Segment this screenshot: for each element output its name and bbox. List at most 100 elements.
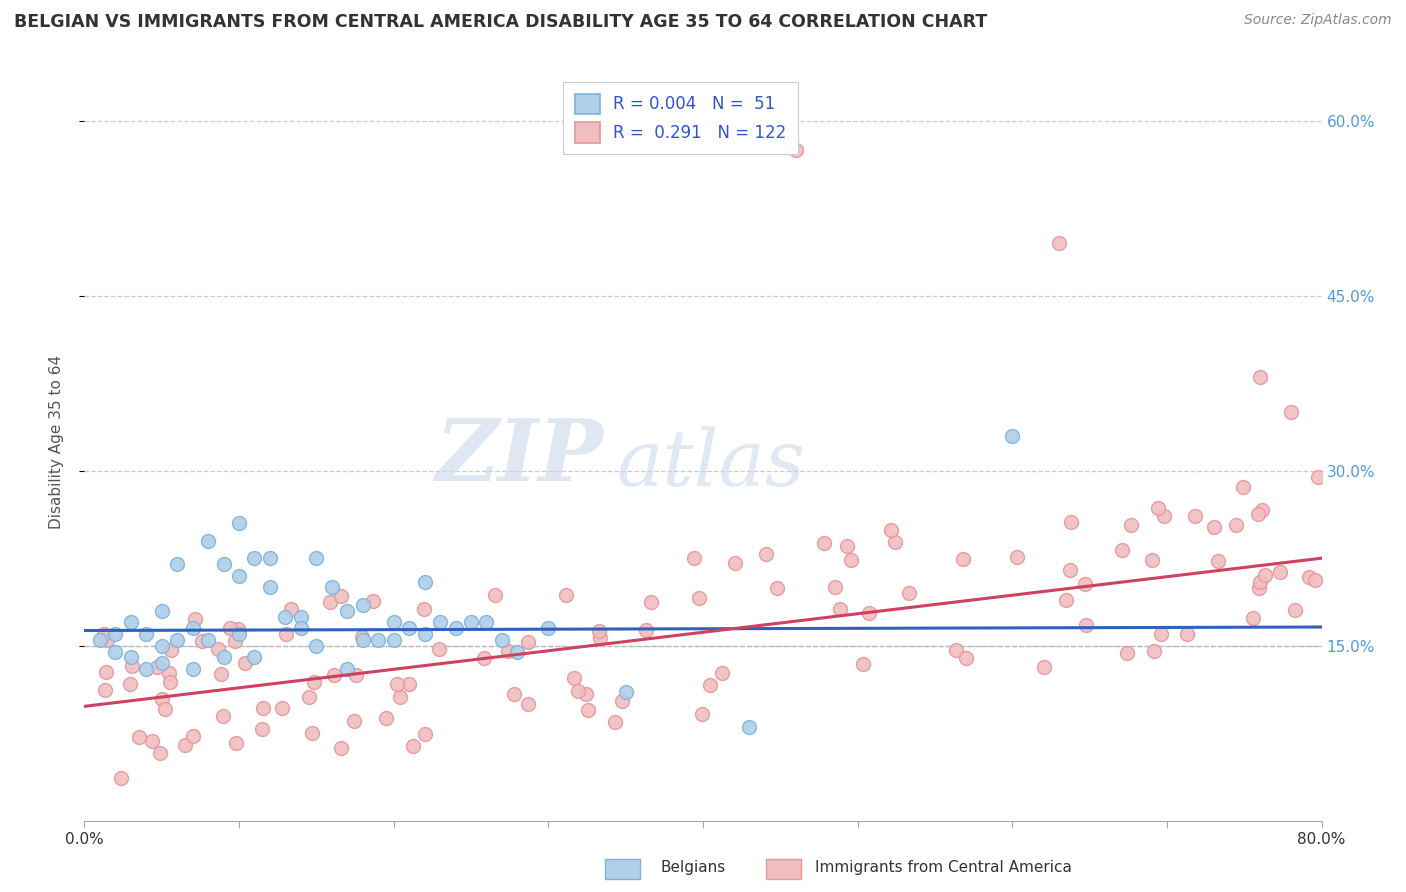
Point [537, 621, 560, 635]
Point [955, 650, 977, 665]
Point [1146, 501, 1168, 516]
Point [1303, 573, 1326, 587]
Point [1279, 405, 1302, 419]
Point [225, 736, 247, 750]
Point [302, 675, 325, 690]
Point [898, 585, 921, 599]
Point [724, 556, 747, 570]
Point [252, 700, 274, 714]
Point [150, 639, 173, 653]
Point [688, 591, 710, 605]
Point [148, 746, 170, 760]
Point [1284, 603, 1306, 617]
Point [375, 711, 398, 725]
Point [1184, 509, 1206, 524]
Point [135, 627, 157, 641]
Point [207, 642, 229, 657]
Point [298, 690, 321, 705]
Point [382, 632, 405, 647]
Point [226, 623, 249, 637]
Point [1246, 507, 1268, 521]
Point [398, 676, 420, 690]
Point [1247, 582, 1270, 596]
Point [233, 656, 256, 670]
Point [274, 609, 297, 624]
Point [181, 621, 204, 635]
Point [614, 685, 637, 699]
Point [755, 547, 778, 561]
Point [1249, 574, 1271, 589]
Point [157, 665, 180, 680]
Point [110, 771, 132, 785]
Point [576, 703, 599, 717]
Point [93, 627, 115, 641]
Point [1001, 428, 1024, 442]
Point [141, 734, 163, 748]
Point [640, 595, 662, 609]
Point [491, 632, 513, 647]
Point [828, 602, 851, 616]
Point [184, 612, 207, 626]
Point [322, 667, 344, 681]
Point [361, 593, 384, 607]
Point [120, 677, 142, 691]
Point [330, 589, 353, 603]
Point [228, 516, 250, 531]
Point [858, 606, 880, 620]
Point [562, 671, 585, 685]
Point [852, 657, 875, 671]
Point [150, 656, 173, 670]
Text: Source: ZipAtlas.com: Source: ZipAtlas.com [1244, 13, 1392, 28]
Point [1202, 520, 1225, 534]
Point [270, 700, 292, 714]
Point [575, 687, 598, 701]
Point [166, 557, 188, 571]
Point [884, 534, 907, 549]
Point [1059, 563, 1081, 577]
Point [1254, 567, 1277, 582]
Point [259, 551, 281, 566]
Text: Belgians: Belgians [661, 860, 725, 874]
Point [212, 650, 235, 665]
Point [301, 726, 323, 740]
Point [321, 580, 343, 594]
Point [243, 551, 266, 566]
Point [690, 706, 713, 721]
Point [96, 665, 118, 679]
Point [305, 551, 328, 566]
Point [1059, 516, 1081, 530]
Point [1111, 543, 1133, 558]
Point [197, 533, 219, 548]
Point [1119, 518, 1142, 533]
Point [1150, 627, 1173, 641]
Point [121, 659, 143, 673]
Text: atlas: atlas [616, 426, 806, 502]
Point [835, 539, 858, 553]
Point [336, 662, 359, 676]
Point [1140, 552, 1163, 566]
Point [89, 632, 111, 647]
Text: Immigrants from Central America: Immigrants from Central America [815, 860, 1073, 874]
Point [824, 581, 846, 595]
Point [228, 627, 250, 641]
Point [212, 709, 235, 723]
Point [1054, 593, 1077, 607]
Point [429, 641, 451, 656]
Point [181, 662, 204, 676]
Point [1268, 565, 1291, 579]
Point [472, 651, 495, 665]
Point [413, 726, 436, 740]
Point [402, 739, 425, 753]
Point [517, 698, 540, 712]
Point [120, 615, 142, 630]
Point [290, 621, 312, 635]
Point [1074, 576, 1097, 591]
Point [259, 580, 281, 594]
Point [517, 635, 540, 649]
Point [343, 714, 366, 728]
Point [352, 632, 374, 647]
Point [387, 676, 409, 690]
Point [305, 639, 328, 653]
Point [1298, 570, 1320, 584]
Point [128, 731, 150, 745]
